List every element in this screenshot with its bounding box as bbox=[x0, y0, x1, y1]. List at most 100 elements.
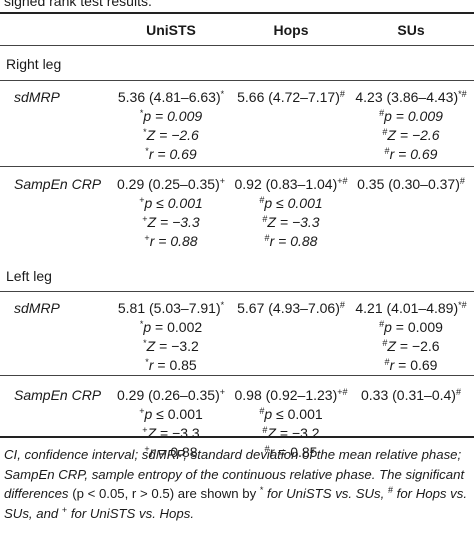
stat-symbol: p bbox=[384, 319, 396, 335]
cell-value-line: 5.67 (4.93–7.06)# bbox=[232, 299, 350, 318]
stat-mark: + bbox=[139, 406, 145, 416]
table-cell: 5.66 (4.72–7.17)# bbox=[232, 88, 350, 107]
stat-mark: # bbox=[382, 338, 388, 348]
stat-value: = 0.88 bbox=[158, 233, 198, 249]
stat-line-z: *Z = −2.6 bbox=[112, 126, 230, 145]
table-cell: 5.36 (4.81–6.63)* *p = 0.009 *Z = −2.6 * r =… bbox=[112, 88, 230, 164]
median-range-value: 5.81 (5.03–7.91) bbox=[117, 300, 221, 316]
significance-mark: *# bbox=[458, 300, 467, 310]
footnote-text-1: for UniSTS vs. SUs, bbox=[267, 486, 385, 501]
stat-symbol: Z bbox=[387, 127, 400, 143]
stat-line-z: *Z = −3.2 bbox=[112, 337, 230, 356]
row-label: sdMRP bbox=[14, 89, 60, 105]
stat-symbol: r bbox=[148, 146, 158, 162]
footnote-abbreviations: CI, confidence interval; sdMRP, standard… bbox=[4, 447, 465, 501]
stat-value: = −2.6 bbox=[159, 127, 199, 143]
stat-line-r: +r = 0.88 bbox=[112, 232, 230, 251]
stat-value: = −3.3 bbox=[279, 214, 320, 230]
significance-mark: +# bbox=[337, 387, 348, 397]
stat-value: = 0.85 bbox=[157, 357, 197, 373]
cell-value-line: 0.29 (0.26–0.35)+ bbox=[112, 386, 230, 405]
footnote-mark-2: # bbox=[387, 485, 393, 495]
stat-line-r: #r = 0.85 bbox=[232, 443, 350, 462]
stat-symbol: p bbox=[143, 108, 156, 124]
significance-mark: *# bbox=[458, 89, 467, 99]
stat-line-z: #Z = −2.6 bbox=[352, 337, 470, 356]
stat-mark: + bbox=[142, 425, 148, 435]
cell-value-line: 5.36 (4.81–6.63)* bbox=[112, 88, 230, 107]
median-range-value: 5.36 (4.81–6.63) bbox=[117, 89, 221, 105]
stat-symbol: Z bbox=[267, 214, 280, 230]
stat-line-p: *p = 0.009 bbox=[112, 107, 230, 126]
cell-value-line: 4.21 (4.01–4.89)*# bbox=[352, 299, 470, 318]
stat-symbol: p bbox=[143, 319, 156, 335]
stat-mark: * bbox=[143, 338, 147, 348]
section-label: Left leg bbox=[6, 268, 52, 284]
stat-value: = −3.2 bbox=[279, 425, 320, 441]
stat-line-p: #p = 0.009 bbox=[352, 318, 470, 337]
section-rule bbox=[0, 291, 474, 292]
stat-mark: + bbox=[144, 444, 150, 454]
stat-line-p: #p ≤ 0.001 bbox=[232, 194, 350, 213]
section-label: Right leg bbox=[6, 56, 62, 72]
stat-mark: # bbox=[264, 444, 270, 454]
stat-symbol: p bbox=[144, 406, 157, 422]
column-header-unists: UniSTS bbox=[146, 22, 196, 38]
row-label: SampEn CRP bbox=[14, 176, 102, 192]
stat-symbol: r bbox=[389, 357, 399, 373]
stat-line-p: *p = 0.002 bbox=[112, 318, 230, 337]
stat-symbol: Z bbox=[147, 425, 160, 441]
stat-line-r: *r = 0.85 bbox=[112, 356, 230, 375]
footnote-mark-3: + bbox=[61, 504, 68, 515]
stat-line-z: #Z = −3.2 bbox=[232, 424, 350, 443]
stat-value: ≤ 0.001 bbox=[156, 406, 203, 422]
stat-value: ≤ 0.001 bbox=[276, 195, 323, 211]
stat-mark: * bbox=[139, 319, 144, 329]
stat-mark: # bbox=[379, 319, 385, 329]
stat-mark: # bbox=[259, 195, 265, 205]
stat-mark: # bbox=[259, 406, 265, 416]
stat-value: = −3.3 bbox=[160, 214, 200, 230]
cell-value-line: 5.81 (5.03–7.91)* bbox=[112, 299, 230, 318]
stat-mark: # bbox=[384, 357, 390, 367]
stat-symbol: p bbox=[264, 195, 277, 211]
table-cell: 5.81 (5.03–7.91)* *p = 0.002 *Z = −3.2 *r =… bbox=[112, 299, 230, 375]
footnote-text-2: for Hops vs. SUs, and bbox=[4, 486, 468, 521]
table-cell: 0.33 (0.31–0.4)# bbox=[352, 386, 470, 405]
header-rule bbox=[0, 45, 474, 46]
median-range-value: 0.92 (0.83–1.04) bbox=[234, 176, 338, 192]
stat-value: = −2.6 bbox=[399, 127, 440, 143]
stat-line-r: #r = 0.69 bbox=[352, 356, 470, 375]
column-header-sus: SUs bbox=[397, 22, 425, 38]
table-footnote: CI, confidence interval; sdMRP, standard… bbox=[4, 445, 470, 523]
cell-value-line: 5.66 (4.72–7.17)# bbox=[232, 88, 350, 107]
stat-line-p: #p ≤ 0.001 bbox=[232, 405, 350, 424]
stat-symbol: r bbox=[149, 444, 159, 460]
stat-line-r: +r = 0.88 bbox=[112, 443, 230, 462]
significance-mark: # bbox=[339, 89, 345, 99]
footnote-criteria: (p < 0.05, r > 0.5) are shown by bbox=[72, 486, 257, 501]
stat-value: = 0.009 bbox=[395, 108, 443, 124]
cell-value-line: 0.35 (0.30–0.37)# bbox=[352, 175, 470, 194]
stat-symbol: r bbox=[389, 146, 399, 162]
stat-mark: * bbox=[145, 357, 149, 367]
stat-line-r: #r = 0.69 bbox=[352, 145, 470, 164]
stat-value: = −2.6 bbox=[399, 338, 440, 354]
stat-mark: # bbox=[379, 108, 385, 118]
table-cell: 0.29 (0.25–0.35)+ +p ≤ 0.001 +Z = −3.3 +r =… bbox=[112, 175, 230, 251]
stat-line-p: +p ≤ 0.001 bbox=[112, 405, 230, 424]
stat-line-r: #r = 0.88 bbox=[232, 232, 350, 251]
row-label: sdMRP bbox=[14, 300, 60, 316]
stat-value: = 0.85 bbox=[278, 444, 318, 460]
stat-value: = −3.2 bbox=[159, 338, 199, 354]
table-bottom-rule bbox=[0, 436, 474, 438]
stat-symbol: r bbox=[269, 233, 279, 249]
stat-mark: * bbox=[139, 108, 144, 118]
table-caption-fragment: signed rank test results. bbox=[4, 0, 152, 9]
stat-symbol: p bbox=[264, 406, 277, 422]
stat-value: ≤ 0.001 bbox=[156, 195, 203, 211]
stat-mark: # bbox=[262, 425, 268, 435]
stat-symbol: Z bbox=[147, 214, 160, 230]
stat-symbol: r bbox=[148, 357, 158, 373]
stat-symbol: Z bbox=[267, 425, 280, 441]
